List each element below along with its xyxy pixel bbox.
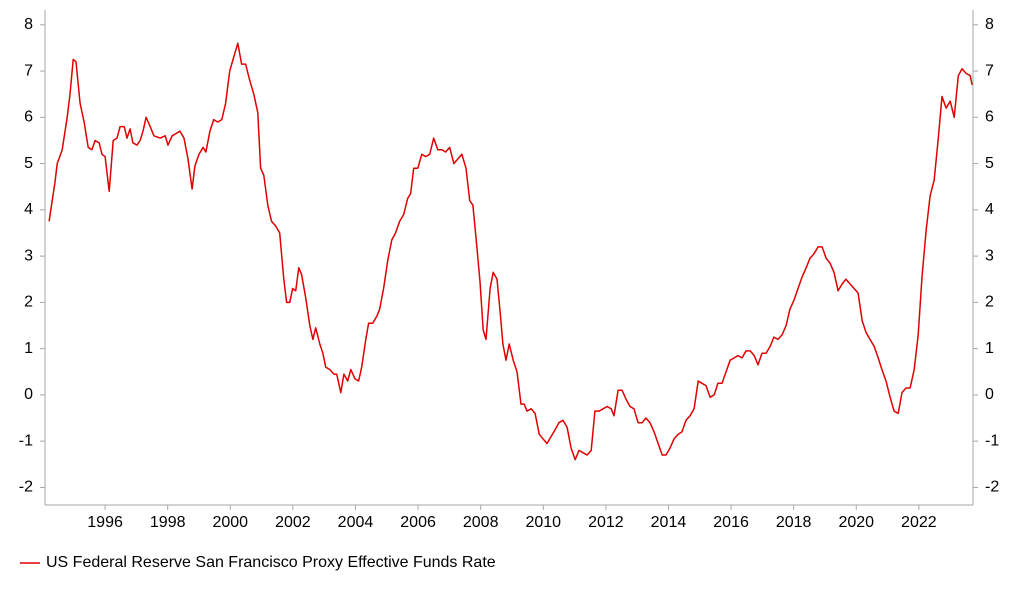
- x-tick-label: 2020: [838, 514, 874, 531]
- y2-tick-label: 2: [985, 294, 994, 311]
- y2-tick-label: 5: [985, 155, 994, 172]
- y-tick-label: 7: [24, 62, 33, 79]
- y-tick-label: 3: [24, 247, 33, 264]
- x-tick-label: 2012: [588, 514, 624, 531]
- x-tick-label: 2014: [651, 514, 687, 531]
- x-tick-label: 1998: [150, 514, 186, 531]
- y2-tick-label: 3: [985, 247, 994, 264]
- y-tick-label: 8: [24, 16, 33, 33]
- x-tick-label: 2018: [776, 514, 812, 531]
- y-tick-label: 4: [24, 201, 33, 218]
- x-tick-label: 2016: [713, 514, 749, 531]
- y-tick-label: 0: [24, 386, 33, 403]
- x-tick-label: 2022: [901, 514, 937, 531]
- y2-tick-label: -2: [985, 479, 999, 496]
- x-tick-label: 2006: [400, 514, 436, 531]
- y-tick-label: 6: [24, 109, 33, 126]
- y-tick-label: 5: [24, 155, 33, 172]
- y2-tick-label: 1: [985, 340, 994, 357]
- x-tick-label: 2000: [212, 514, 248, 531]
- x-tick-label: 2008: [463, 514, 499, 531]
- y2-tick-label: 6: [985, 109, 994, 126]
- y2-tick-label: -1: [985, 432, 999, 449]
- x-tick-label: 2002: [275, 514, 311, 531]
- y-tick-label: 1: [24, 340, 33, 357]
- x-tick-label: 2010: [525, 514, 561, 531]
- y-tick-label: -1: [19, 432, 33, 449]
- y-tick-label: -2: [19, 479, 33, 496]
- y2-tick-label: 0: [985, 386, 994, 403]
- y2-tick-label: 7: [985, 62, 994, 79]
- x-tick-label: 1996: [87, 514, 123, 531]
- data-line: [48, 42, 973, 461]
- y2-tick-label: 8: [985, 16, 994, 33]
- legend-label: US Federal Reserve San Francisco Proxy E…: [46, 554, 496, 571]
- y-tick-label: 2: [24, 294, 33, 311]
- x-tick-label: 2004: [338, 514, 374, 531]
- y2-tick-label: 4: [985, 201, 994, 218]
